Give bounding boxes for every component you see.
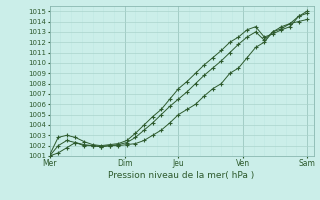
X-axis label: Pression niveau de la mer( hPa ): Pression niveau de la mer( hPa ) — [108, 171, 255, 180]
